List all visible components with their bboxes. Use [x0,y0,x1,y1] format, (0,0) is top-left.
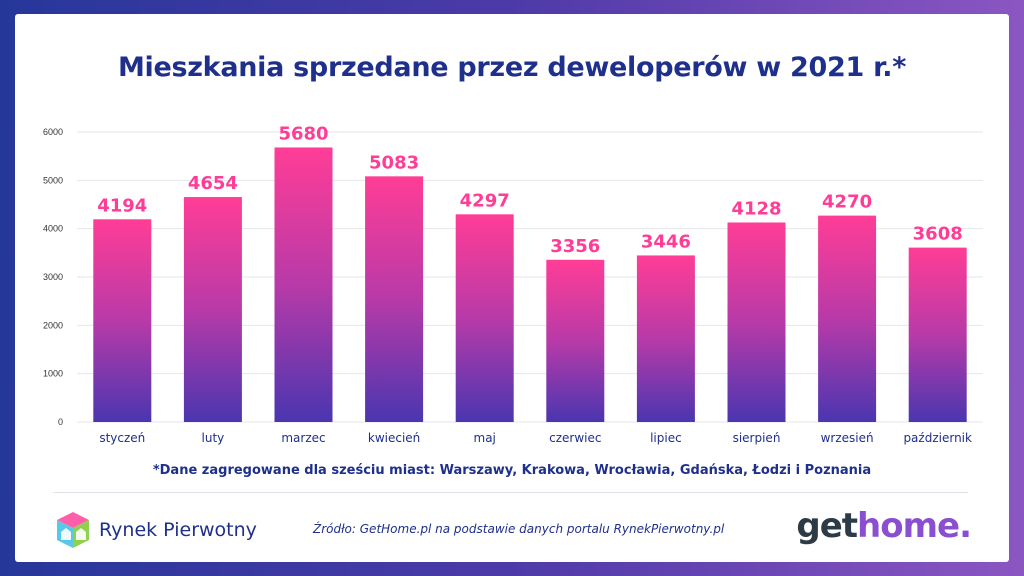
bar-value-label: 3608 [913,224,963,245]
bar [636,255,695,422]
bar-value-label: 4194 [97,195,147,216]
gethome-logo-get: get [796,506,858,546]
bar-value-label: 4297 [460,190,510,211]
x-tick-label: maj [474,431,496,445]
bar [455,214,514,422]
cube-icon [57,512,89,548]
bar-value-label: 3356 [550,236,600,257]
x-tick-label: wrzesień [821,431,874,445]
gethome-logo: gethome. [796,506,972,546]
bar-value-label: 4270 [822,192,872,213]
y-tick-label: 5000 [43,175,63,185]
x-tick-label: styczeń [99,431,145,445]
x-tick-label: marzec [281,431,325,445]
x-tick-label: czerwiec [549,431,601,445]
y-tick-label: 4000 [43,224,63,234]
bar [365,176,424,422]
bar [818,215,877,422]
bar [274,147,333,422]
bar [93,219,152,422]
bar-value-label: 5083 [369,152,419,173]
bar [908,247,967,422]
x-tick-label: październik [903,431,972,445]
footnote: *Dane zagregowane dla sześciu miast: War… [152,463,872,478]
rynek-pierwotny-logo: Rynek Pierwotny [55,510,257,550]
y-tick-label: 2000 [43,320,63,330]
chart-card: Mieszkania sprzedane przez deweloperów w… [15,14,1009,562]
source-text: Źródło: GetHome.pl na podstawie danych p… [313,522,725,536]
chart-title: Mieszkania sprzedane przez deweloperów w… [117,52,907,83]
bar-value-label: 5680 [278,123,328,144]
x-tick-label: sierpień [733,431,781,445]
y-tick-label: 6000 [43,127,63,137]
bar [546,259,605,422]
bar-value-label: 3446 [641,231,691,252]
y-tick-label: 0 [58,417,63,427]
x-tick-label: lipiec [650,431,682,445]
bar-value-label: 4128 [731,198,781,219]
bar-chart: 0 1000 2000 3000 4000 5000 6000 4194 4654 5680 50… [43,123,983,445]
y-tick-label: 1000 [43,369,63,379]
footer: Rynek Pierwotny Źródło: GetHome.pl na po… [15,496,1009,562]
rynek-pierwotny-text: Rynek Pierwotny [99,519,257,541]
x-tick-label: luty [202,431,225,445]
y-tick-label: 3000 [43,272,63,282]
gethome-logo-home: home. [857,506,972,546]
bar [183,197,242,422]
divider [53,492,968,493]
bar-value-label: 4654 [188,173,238,194]
bar [727,222,786,422]
x-tick-label: kwiecień [368,431,420,445]
